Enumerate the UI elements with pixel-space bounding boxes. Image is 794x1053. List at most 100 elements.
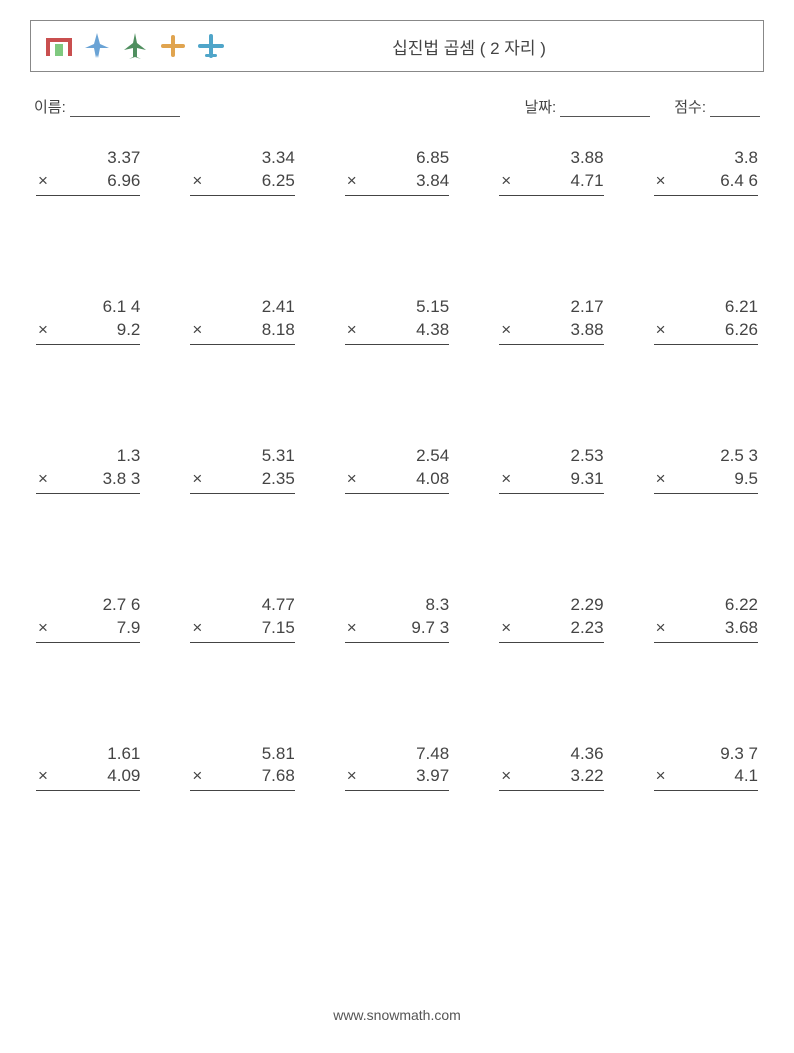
- plane3-icon: [157, 30, 189, 62]
- multiplier-row: ×3.68: [654, 617, 758, 643]
- multiplier: 3.84: [416, 170, 449, 193]
- operator: ×: [345, 170, 357, 193]
- multiplicand: 8.3: [345, 594, 449, 617]
- multiplier: 3.22: [571, 765, 604, 788]
- multiplier: 3.68: [725, 617, 758, 640]
- operator: ×: [499, 170, 511, 193]
- multiplicand: 3.8: [654, 147, 758, 170]
- multiplier-row: ×4.71: [499, 170, 603, 196]
- date-label: 날짜:: [524, 96, 556, 117]
- problem: 2.29×2.23: [499, 594, 603, 643]
- plane2-icon: [119, 30, 151, 62]
- operator: ×: [190, 765, 202, 788]
- operator: ×: [654, 468, 666, 491]
- multiplier: 6.4 6: [720, 170, 758, 193]
- multiplier: 3.97: [416, 765, 449, 788]
- multiplicand: 7.48: [345, 743, 449, 766]
- multiplier: 7.15: [262, 617, 295, 640]
- problem: 2.5 3×9.5: [654, 445, 758, 494]
- problem: 6.85×3.84: [345, 147, 449, 196]
- multiplier-row: ×6.25: [190, 170, 294, 196]
- plane1-icon: [81, 30, 113, 62]
- plane4-icon: [195, 30, 227, 62]
- multiplier-row: ×9.7 3: [345, 617, 449, 643]
- multiplicand: 6.21: [654, 296, 758, 319]
- multiplier-row: × 2.23: [499, 617, 603, 643]
- worksheet-title: 십진법 곱셈 ( 2 자리 ): [227, 34, 751, 59]
- operator: ×: [499, 765, 511, 788]
- multiplier: 2.35: [262, 468, 295, 491]
- multiplier-row: ×4.38: [345, 319, 449, 345]
- operator: ×: [345, 617, 357, 640]
- multiplier-row: ×4.1: [654, 765, 758, 791]
- multiplier-row: × 3.88: [499, 319, 603, 345]
- multiplier-row: × 9.31: [499, 468, 603, 494]
- multiplier: 2.23: [571, 617, 604, 640]
- problem: 4.77×7.15: [190, 594, 294, 643]
- multiplier: 3.88: [571, 319, 604, 342]
- multiplier: 4.38: [416, 319, 449, 342]
- problem: 2.17× 3.88: [499, 296, 603, 345]
- name-label: 이름:: [34, 96, 66, 117]
- multiplicand: 6.22: [654, 594, 758, 617]
- multiplicand: 1.61: [36, 743, 140, 766]
- multiplier: 9.2: [117, 319, 141, 342]
- operator: ×: [654, 319, 666, 342]
- multiplicand: 2.7 6: [36, 594, 140, 617]
- multiplicand: 2.17: [499, 296, 603, 319]
- operator: ×: [499, 468, 511, 491]
- score-blank[interactable]: [710, 101, 760, 117]
- problem: 6.22×3.68: [654, 594, 758, 643]
- score-label: 점수:: [674, 96, 706, 117]
- multiplicand: 1.3: [36, 445, 140, 468]
- operator: ×: [36, 468, 48, 491]
- multiplicand: 9.3 7: [654, 743, 758, 766]
- operator: ×: [36, 319, 48, 342]
- operator: ×: [345, 765, 357, 788]
- multiplicand: 5.31: [190, 445, 294, 468]
- problem: 5.15×4.38: [345, 296, 449, 345]
- multiplier: 3.8 3: [103, 468, 141, 491]
- problem: 2.53×9.31: [499, 445, 603, 494]
- multiplier: 7.68: [262, 765, 295, 788]
- operator: ×: [345, 468, 357, 491]
- multiplier-row: × 3.84: [345, 170, 449, 196]
- multiplier: 4.09: [107, 765, 140, 788]
- multiplier-row: × 6.26: [654, 319, 758, 345]
- multiplier-row: × 3.97: [345, 765, 449, 791]
- multiplier-row: × 7.68: [190, 765, 294, 791]
- multiplier: 7.9: [117, 617, 141, 640]
- problem: 1.3× 3.8 3: [36, 445, 140, 494]
- multiplier: 8.18: [262, 319, 295, 342]
- gate-icon: [43, 30, 75, 62]
- problem: 6.1 4×9.2: [36, 296, 140, 345]
- multiplier-row: × 7.9: [36, 617, 140, 643]
- multiplier-row: × 3.22: [499, 765, 603, 791]
- multiplier-row: ×9.5: [654, 468, 758, 494]
- operator: ×: [36, 617, 48, 640]
- name-blank[interactable]: [70, 101, 180, 117]
- operator: ×: [499, 617, 511, 640]
- problem: 2.54×4.08: [345, 445, 449, 494]
- problem: 4.36×3.22: [499, 743, 603, 792]
- problem: 2.7 6× 7.9: [36, 594, 140, 643]
- operator: ×: [190, 319, 202, 342]
- problems-grid: 3.37×6.963.34×6.256.85×3.843.88×4.713.8×…: [30, 147, 764, 791]
- operator: ×: [36, 765, 48, 788]
- multiplier-row: × 4.09: [36, 765, 140, 791]
- multiplier-row: ×6.96: [36, 170, 140, 196]
- operator: ×: [36, 170, 48, 193]
- multiplicand: 5.15: [345, 296, 449, 319]
- problem: 6.21× 6.26: [654, 296, 758, 345]
- operator: ×: [654, 170, 666, 193]
- operator: ×: [499, 319, 511, 342]
- problem: 3.88×4.71: [499, 147, 603, 196]
- multiplier: 6.25: [262, 170, 295, 193]
- problem: 7.48× 3.97: [345, 743, 449, 792]
- multiplier: 4.1: [734, 765, 758, 788]
- multiplier-row: × 9.2: [36, 319, 140, 345]
- multiplier: 6.26: [725, 319, 758, 342]
- date-blank[interactable]: [560, 101, 650, 117]
- multiplier-row: ×7.15: [190, 617, 294, 643]
- multiplier: 9.31: [571, 468, 604, 491]
